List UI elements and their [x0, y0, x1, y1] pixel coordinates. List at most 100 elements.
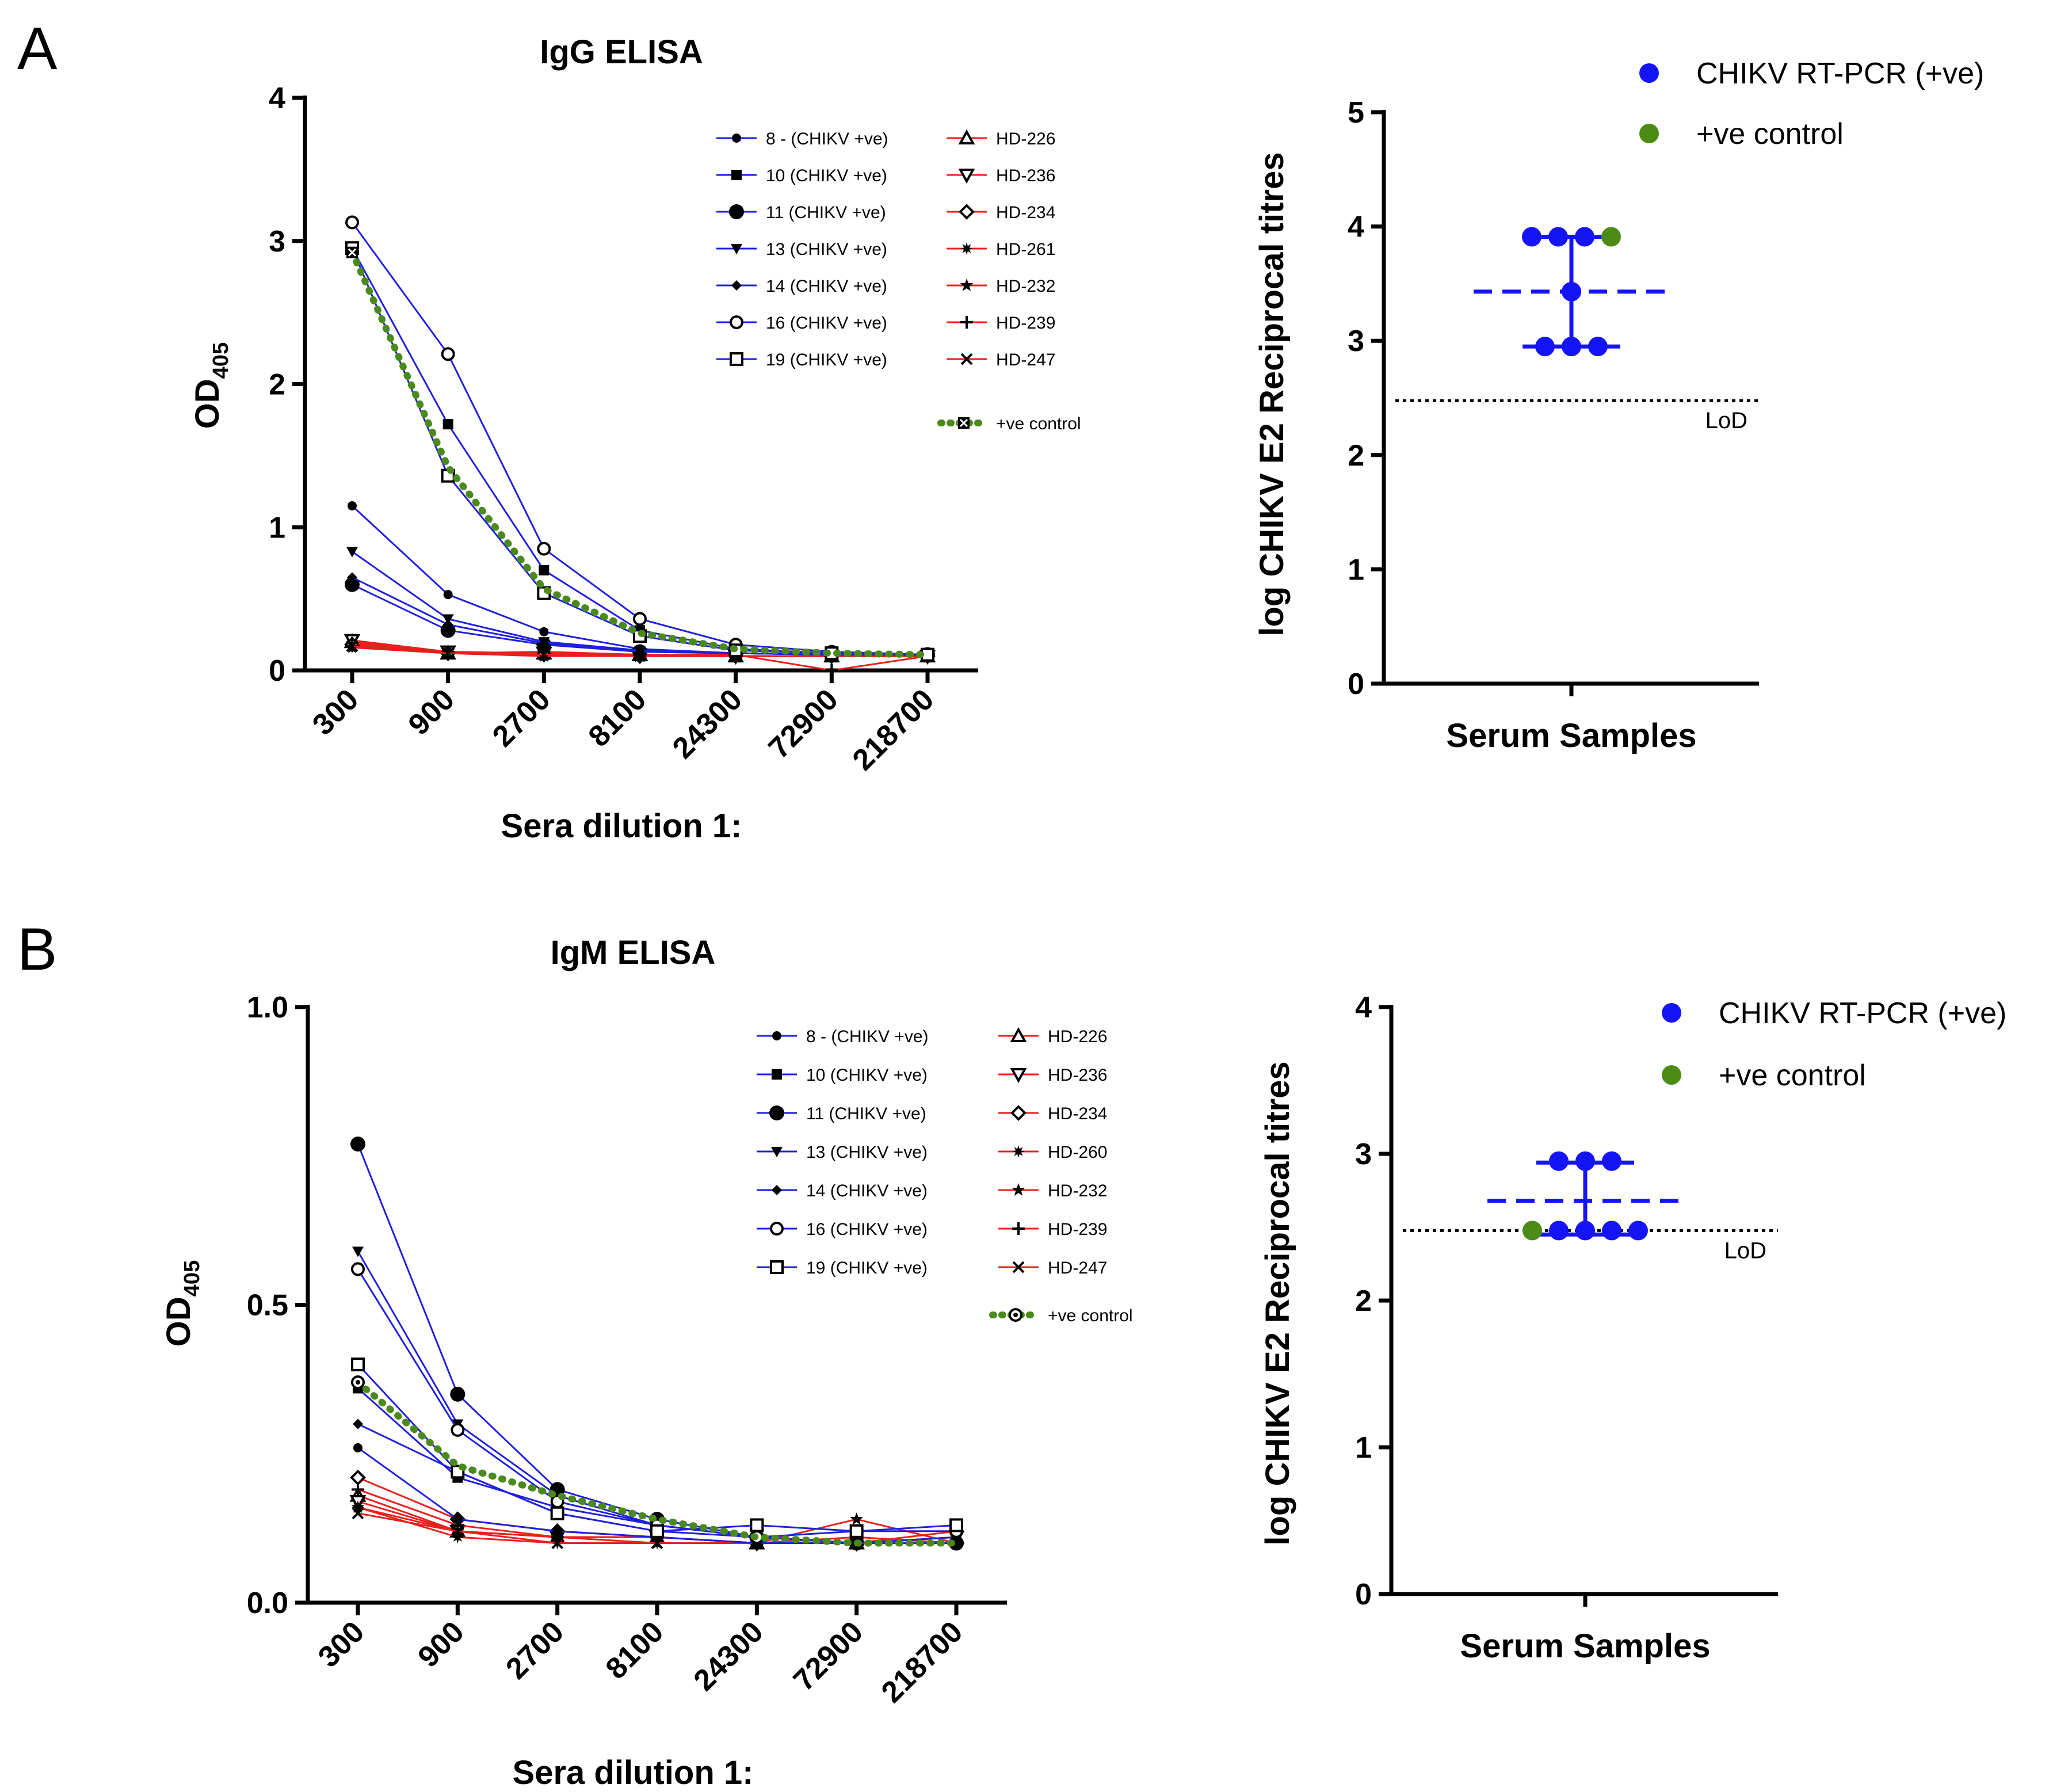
- data-point: [1523, 1221, 1542, 1241]
- x-tick-label: 218700: [875, 1615, 970, 1709]
- legend-label: HD-234: [996, 203, 1055, 222]
- data-point: [352, 1246, 364, 1257]
- data-point-dot: [356, 1380, 360, 1385]
- legend-item: HD-247: [998, 1259, 1107, 1278]
- legend-marker: [771, 1147, 783, 1157]
- chart-title: IgG ELISA: [540, 33, 703, 71]
- data-point: [453, 1515, 463, 1524]
- legend-marker: [772, 1069, 782, 1080]
- legend-item: HD-234: [947, 203, 1055, 222]
- y-tick-label: 4: [1355, 991, 1372, 1024]
- x-tick-label: 900: [411, 1615, 470, 1673]
- legend-item: +ve control: [989, 1306, 1133, 1325]
- legend-marker: [1662, 1003, 1681, 1023]
- y-axis-label-main: OD: [189, 379, 226, 429]
- data-point: [351, 1375, 365, 1390]
- legend-label: +ve control: [1719, 1059, 1866, 1092]
- legend-label: 8 - (CHIKV +ve): [806, 1027, 929, 1046]
- legend-label: HD-239: [996, 314, 1055, 333]
- legend-marker: [1012, 1183, 1025, 1196]
- legend-item: CHIKV RT-PCR (+ve): [1662, 997, 2006, 1030]
- data-point: [441, 347, 455, 361]
- data-point: [552, 1526, 562, 1536]
- legend-item: +ve control: [937, 414, 1081, 433]
- legend-label: 16 (CHIKV +ve): [766, 314, 887, 333]
- legend-marker: [1010, 1027, 1027, 1042]
- data-point: [351, 1500, 365, 1513]
- legend-marker: [729, 204, 744, 219]
- y-tick-label: 1: [269, 511, 285, 544]
- y-tick-label: 1: [1348, 553, 1364, 586]
- legend-item: 10 (CHIKV +ve): [757, 1066, 928, 1085]
- legend-marker: [732, 134, 741, 143]
- legend-marker: [731, 170, 742, 180]
- legend-item: 10 (CHIKV +ve): [716, 166, 887, 185]
- data-point: [351, 1262, 365, 1276]
- data-point: [1549, 1221, 1569, 1241]
- data-point: [350, 1469, 366, 1486]
- series--ve-control: [346, 246, 931, 658]
- series-13-chikv-ve-: [352, 1246, 962, 1549]
- legend-label: HD-232: [996, 277, 1055, 296]
- legend: CHIKV RT-PCR (+ve) +ve control: [1639, 57, 1984, 151]
- series--ve-control: [351, 1375, 960, 1547]
- data-point: [849, 1524, 864, 1538]
- legend-item: 19 (CHIKV +ve): [757, 1259, 928, 1278]
- x-tick-label: 72900: [787, 1615, 869, 1697]
- data-point: [635, 646, 645, 657]
- legend-marker: [1009, 1308, 1022, 1322]
- legend-item: 14 (CHIKV +ve): [716, 277, 887, 296]
- data-point: [633, 612, 647, 626]
- legend-item: HD-261: [947, 240, 1055, 259]
- legend-marker-x: [959, 418, 968, 428]
- legend-label: CHIKV RT-PCR (+ve): [1696, 57, 1984, 90]
- data-point: [1549, 1151, 1569, 1171]
- x-axis-label: Sera dilution 1:: [501, 807, 742, 845]
- legend-item: HD-232: [947, 277, 1055, 296]
- legend-item: 13 (CHIKV +ve): [757, 1143, 928, 1162]
- data-point: [551, 1537, 564, 1549]
- data-point: [350, 1137, 365, 1152]
- line-chart-B-line: B IgM ELISA 0.0 0.5 1.0 300 900 2700 8100 24300 72…: [17, 916, 1133, 1791]
- legend-marker: [772, 1185, 782, 1195]
- x-tick-label: 2700: [486, 683, 557, 753]
- line-chart-A-line: A IgG ELISA 0 1 2 3 4 300 900 2700 8100 24300 72900 2…: [17, 16, 1081, 845]
- legend-item: +ve control: [1639, 117, 1844, 151]
- data-point: [1602, 1221, 1621, 1241]
- series-line: [357, 1250, 956, 1544]
- y-axis-label-sub: 405: [209, 342, 233, 379]
- x-tick-label: 8100: [600, 1615, 670, 1686]
- y-axis-label: log CHIKV E2 Reciprocal titres: [1259, 1061, 1296, 1545]
- legend-label: HD-226: [996, 129, 1055, 148]
- y-tick-label: 0.5: [247, 1289, 288, 1322]
- legend-item: 16 (CHIKV +ve): [757, 1220, 928, 1239]
- series-line: [357, 1143, 956, 1544]
- series-16-chikv-ve-: [351, 1262, 963, 1545]
- x-axis-label: Serum Samples: [1446, 717, 1696, 754]
- legend-label: 19 (CHIKV +ve): [766, 350, 887, 369]
- data-point: [352, 1483, 364, 1496]
- legend-label: HD-261: [996, 240, 1055, 259]
- legend-marker: [960, 353, 973, 365]
- series-line: [354, 1379, 960, 1547]
- data-point: [1562, 281, 1581, 302]
- y-axis-label: OD405: [160, 1260, 204, 1347]
- legend-label: HD-234: [1048, 1104, 1107, 1123]
- legend-label: HD-239: [1048, 1220, 1107, 1239]
- y-axis-label: log CHIKV E2 Reciprocal titres: [1253, 152, 1291, 636]
- data-point: [451, 1525, 464, 1538]
- legend-marker: [770, 1260, 784, 1274]
- legend-label: 13 (CHIKV +ve): [806, 1143, 928, 1162]
- legend-label: 13 (CHIKV +ve): [766, 240, 887, 259]
- legend-marker: [730, 352, 743, 366]
- legend-marker-dot: [1013, 1313, 1018, 1317]
- y-tick-label: 0.0: [247, 1587, 288, 1620]
- legend-marker: [960, 279, 974, 291]
- legend-label: 19 (CHIKV +ve): [806, 1259, 928, 1278]
- legend-label: 10 (CHIKV +ve): [806, 1066, 928, 1085]
- lod-label: LoD: [1724, 1238, 1766, 1263]
- y-tick-label: 1: [1355, 1431, 1372, 1465]
- data-point-x: [348, 248, 357, 257]
- legend-label: +ve control: [996, 414, 1081, 433]
